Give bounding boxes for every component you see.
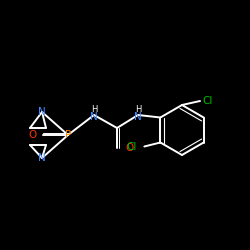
Text: O: O xyxy=(29,130,37,140)
Text: H: H xyxy=(135,106,141,114)
Text: H: H xyxy=(91,106,97,114)
Text: N: N xyxy=(38,153,46,163)
Text: P: P xyxy=(65,130,71,140)
Text: Cl: Cl xyxy=(203,96,213,106)
Text: N: N xyxy=(38,107,46,117)
Text: N: N xyxy=(134,112,142,122)
Text: O: O xyxy=(125,143,133,153)
Text: Cl: Cl xyxy=(126,142,136,152)
Text: N: N xyxy=(90,112,98,122)
